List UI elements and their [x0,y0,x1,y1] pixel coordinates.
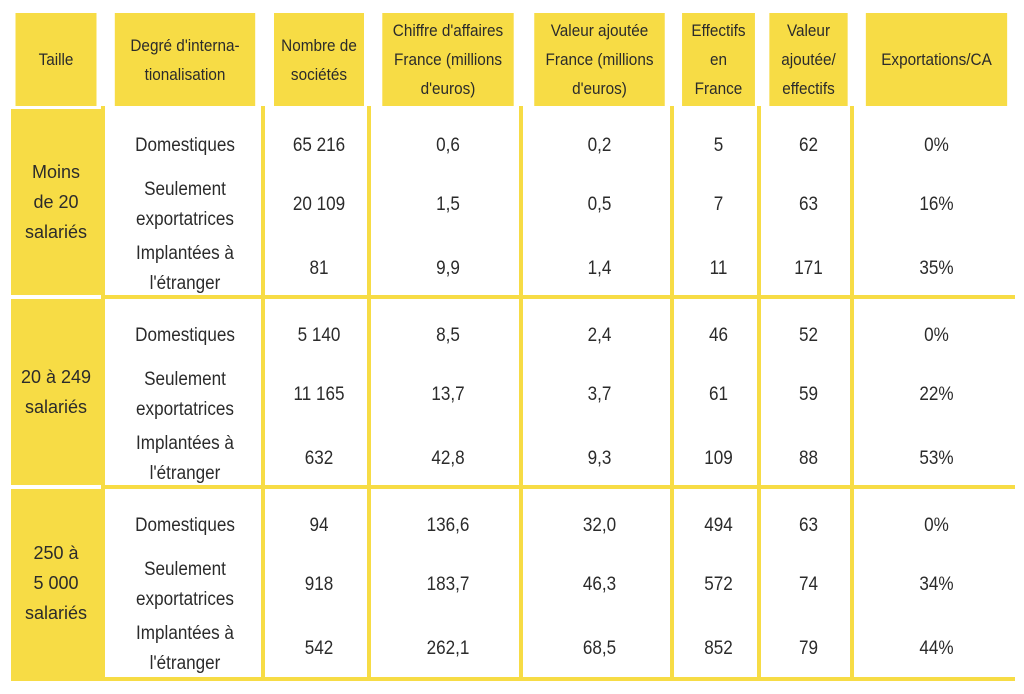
table-cell: 94 [309,515,329,536]
header-chiffre: Chiffre d'affaires France (millions d'eu… [382,13,514,106]
row-label: Seulement exportatrices [136,369,234,420]
table-cell: 183,7 [426,574,470,595]
table-cell: 63 [798,194,819,215]
table-cell: 0,5 [587,194,612,215]
table-cell: 52 [798,325,819,346]
size-cell: Moins de 20 salariés [11,109,101,295]
table-cell: 1,4 [587,258,612,279]
size-cell: 20 à 249 salariés [11,299,101,485]
column-divider [850,106,854,678]
table-cell: 53% [919,448,954,469]
column-divider [757,106,761,678]
group-divider [105,485,1015,489]
table-cell: 171 [794,258,823,279]
row-label: Seulement exportatrices [136,179,234,230]
row-label: Domestiques [135,515,235,536]
table-cell: 65 216 [292,135,346,156]
column-divider [670,106,674,678]
table-cell: 632 [304,448,334,469]
table-cell: 0% [924,515,949,536]
row-label: Seulement exportatrices [136,559,234,610]
table-cell: 9,3 [587,448,612,469]
table-cell: 542 [304,638,334,659]
header-exportations: Exportations/CA [865,13,1008,106]
table-cell: 0% [924,135,949,156]
table-cell: 918 [304,574,334,595]
table-cell: 62 [798,135,819,156]
table-cell: 61 [708,384,729,405]
column-divider [367,106,371,678]
table-cell: 5 140 [297,325,341,346]
table-cell: 9,9 [436,258,460,279]
table-cell: 494 [704,515,733,536]
table-cell: 0,2 [587,135,612,156]
table-cell: 0% [924,325,949,346]
table-cell: 8,5 [436,325,460,346]
table-cell: 35% [919,258,954,279]
group-divider [105,295,1015,299]
row-label: Implantées à l'étranger [136,433,234,484]
table-cell: 1,5 [436,194,460,215]
table-cell: 22% [919,384,954,405]
header-valeur: Valeur ajoutée France (millions d'euros) [534,13,665,106]
table-cell: 59 [798,384,819,405]
table-cell: 852 [704,638,733,659]
table-cell: 81 [309,258,329,279]
table-cell: 572 [704,574,733,595]
column-divider [261,106,265,678]
table-cell: 44% [919,638,954,659]
table-cell: 46 [708,325,729,346]
column-divider [101,106,105,678]
row-label: Domestiques [135,325,235,346]
table-cell: 11 165 [293,384,345,405]
header-taille: Taille [15,13,97,106]
row-label: Domestiques [135,135,235,156]
header-degre: Degré d'interna- tionalisation [114,13,256,106]
table-cell: 5 [713,135,724,156]
size-cell: 250 à 5 000 salariés [11,489,101,677]
header-va-effectifs: Valeur ajoutée/ effectifs [769,13,848,106]
header-effectifs: Effectifs en France [682,13,755,106]
table-cell: 46,3 [582,574,617,595]
table-cell: 3,7 [587,384,612,405]
table-cell: 13,7 [431,384,465,405]
table-cell: 11 [709,258,728,279]
table-cell: 16% [919,194,954,215]
row-label: Implantées à l'étranger [136,623,234,674]
table-cell: 20 109 [292,194,346,215]
table-cell: 7 [713,194,724,215]
table-cell: 74 [798,574,819,595]
table-cell: 68,5 [582,638,617,659]
table-cell: 32,0 [582,515,617,536]
table-cell: 63 [798,515,819,536]
table-bottom-border [11,677,1015,681]
table-cell: 42,8 [431,448,465,469]
table-cell: 79 [798,638,819,659]
table-cell: 262,1 [426,638,470,659]
table-cell: 136,6 [426,515,470,536]
column-divider [519,106,523,678]
row-label: Implantées à l'étranger [136,243,234,294]
table-cell: 109 [704,448,733,469]
table-cell: 88 [798,448,819,469]
table-cell: 34% [919,574,954,595]
table-cell: 0,6 [436,135,460,156]
header-nombre: Nombre de sociétés [274,13,364,106]
table-cell: 2,4 [587,325,612,346]
